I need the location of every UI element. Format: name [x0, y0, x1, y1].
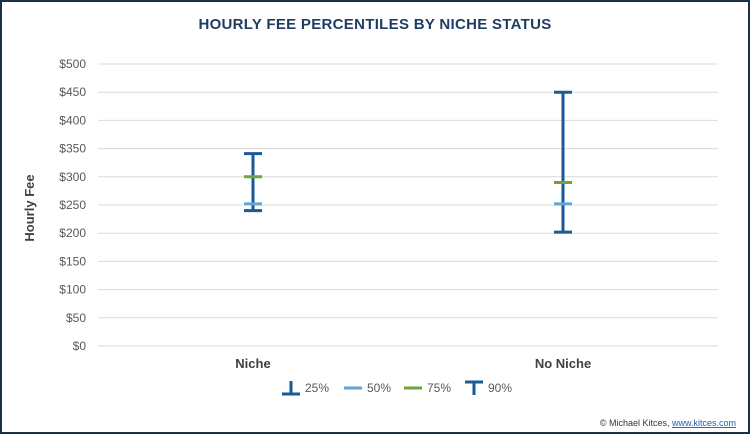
- legend-item: 25%: [282, 381, 329, 396]
- y-axis-ticks: $0 $50 $100 $150 $200 $250 $300 $350 $400 $450 $50…: [59, 57, 86, 353]
- legend-label: 75%: [427, 381, 451, 395]
- y-tick-label: $450: [59, 85, 86, 99]
- legend-item: 50%: [344, 381, 391, 395]
- y-tick-label: $100: [59, 283, 86, 297]
- y-tick-label: $250: [59, 198, 86, 212]
- x-tick-label: Niche: [235, 356, 270, 371]
- legend-item: 75%: [404, 381, 451, 395]
- credit-link[interactable]: www.kitces.com: [671, 418, 736, 428]
- y-tick-label: $350: [59, 142, 86, 156]
- y-tick-label: $50: [66, 311, 86, 325]
- y-axis-label: Hourly Fee: [22, 174, 37, 241]
- y-tick-label: $0: [73, 339, 87, 353]
- credit-prefix: © Michael Kitces,: [600, 418, 672, 428]
- y-tick-label: $200: [59, 226, 86, 240]
- credit: © Michael Kitces, www.kitces.com: [600, 418, 736, 428]
- y-tick-label: $300: [59, 170, 86, 184]
- y-tick-label: $150: [59, 254, 86, 268]
- chart-title: HOURLY FEE PERCENTILES BY NICHE STATUS: [198, 16, 551, 33]
- legend-label: 90%: [488, 381, 512, 395]
- legend-label: 25%: [305, 381, 329, 395]
- chart-svg: HOURLY FEE PERCENTILES BY NICHE STATUS $…: [22, 16, 736, 428]
- x-axis-ticks: Niche No Niche: [235, 356, 591, 371]
- chart-marks: [244, 90, 572, 234]
- y-tick-label: $400: [59, 113, 86, 127]
- x-tick-label: No Niche: [535, 356, 591, 371]
- legend-item: 90%: [465, 380, 512, 395]
- legend-label: 50%: [367, 381, 391, 395]
- gridlines: [98, 63, 718, 347]
- legend: 25% 50% 75% 90%: [282, 380, 512, 396]
- y-tick-label: $500: [59, 57, 86, 71]
